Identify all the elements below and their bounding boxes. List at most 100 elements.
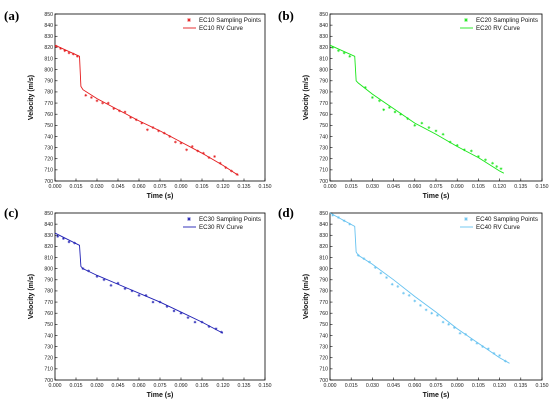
y-tick-label: 770: [319, 300, 328, 306]
sampling-point: [67, 51, 71, 55]
x-tick-label: 0.075: [154, 383, 167, 389]
sampling-point: [368, 260, 371, 264]
y-tick-label: 830: [44, 34, 53, 40]
sampling-point: [390, 282, 394, 286]
chart-panel-c: (c) 700 710 720 730 740 750 760 770 780 790 800 810 8…: [4, 205, 272, 399]
plot-frame: [329, 13, 543, 182]
sampling-point: [477, 155, 480, 158]
y-tick-label: 770: [319, 101, 328, 107]
panel-label: (d): [278, 205, 294, 220]
y-tick-label: 830: [44, 233, 53, 239]
sampling-point: [399, 112, 403, 116]
sampling-point: [109, 283, 113, 287]
sampling-point: [196, 149, 200, 153]
x-tick-label: 0.060: [133, 383, 146, 389]
sampling-point: [413, 123, 417, 127]
y-tick-label: 710: [319, 367, 328, 373]
sampling-point: [342, 219, 346, 223]
sampling-point: [55, 44, 58, 48]
y-tick-label: 840: [44, 23, 53, 29]
sampling-point: [62, 237, 65, 241]
y-tick-label: 730: [44, 145, 53, 151]
sampling-point: [348, 222, 352, 226]
x-tick-label: 0.135: [238, 184, 251, 190]
sampling-point: [146, 128, 149, 132]
sampling-point: [137, 293, 141, 297]
y-tick-label: 820: [319, 244, 328, 250]
chart-panel-d: (d) 700 710 720 730 740 750 760 770 780 790 800 810 8…: [278, 205, 549, 399]
sampling-point: [193, 320, 197, 324]
y-tick-label: 750: [44, 123, 53, 129]
x-axis-label: Time (s): [423, 392, 450, 399]
x-tick-label: 0.150: [259, 383, 272, 389]
sampling-point: [172, 309, 176, 313]
y-tick-label: 750: [44, 322, 53, 328]
x-tick-label: 0.150: [536, 184, 549, 190]
panel-label: (b): [278, 8, 294, 23]
sampling-point: [348, 54, 352, 58]
y-tick-label: 840: [319, 222, 328, 228]
y-tick-label: 700: [319, 179, 328, 185]
x-axis-label: Time (s): [147, 193, 174, 200]
sampling-point: [235, 172, 239, 176]
sampling-point: [419, 304, 422, 307]
x-tick-label: 0.060: [408, 383, 421, 389]
y-tick-label: 730: [319, 145, 328, 151]
x-tick-label: 0.060: [133, 184, 146, 190]
x-tick-label: 0.045: [387, 383, 400, 389]
sampling-point: [190, 145, 194, 148]
y-tick-label: 780: [319, 90, 328, 96]
sampling-point: [406, 117, 410, 121]
sampling-point: [469, 149, 473, 153]
sampling-point: [112, 107, 116, 111]
chart-panel-a: (a) 700 710 720 730 740 750 760 770 780 790 800 810 8…: [4, 8, 272, 200]
x-tick-label: 0.075: [154, 184, 167, 190]
sampling-point: [385, 276, 388, 279]
sampling-point: [59, 47, 62, 50]
y-tick-label: 710: [44, 168, 53, 174]
sampling-point: [379, 271, 383, 275]
y-tick-label: 830: [319, 34, 328, 40]
sampling-point: [455, 143, 459, 147]
y-tick-label: 800: [319, 67, 328, 73]
y-tick-label: 810: [44, 255, 53, 261]
y-tick-label: 720: [44, 157, 53, 163]
sampling-point: [218, 161, 222, 165]
y-tick-label: 810: [44, 56, 53, 62]
y-axis-label: Velocity (m/s): [28, 75, 35, 120]
x-tick-label: 0.135: [514, 383, 527, 389]
y-tick-label: 770: [44, 101, 53, 107]
sampling-point: [63, 49, 67, 53]
x-tick-label: 0.105: [472, 383, 485, 389]
sampling-point: [499, 167, 503, 171]
sampling-point: [363, 86, 367, 89]
x-tick-label: 0.075: [430, 184, 443, 190]
sampling-point: [56, 234, 60, 238]
panel-label: (a): [4, 8, 19, 23]
y-tick-label: 800: [44, 266, 53, 272]
y-tick-label: 720: [319, 157, 328, 163]
x-tick-label: 0.000: [49, 184, 62, 190]
x-tick-label: 0.045: [112, 383, 125, 389]
sampling-point: [464, 332, 468, 336]
sampling-point: [503, 359, 507, 363]
sampling-point: [396, 285, 400, 288]
sampling-point: [230, 169, 233, 173]
sampling-point: [214, 327, 218, 331]
legend-marker-points: [464, 217, 468, 221]
sampling-point: [186, 316, 190, 320]
sampling-point: [220, 330, 223, 334]
sampling-point: [95, 275, 99, 278]
plot-frame: [54, 13, 266, 182]
legend-label-line: EC10 RV Curve: [199, 25, 243, 32]
y-tick-label: 760: [44, 311, 53, 317]
sampling-point: [151, 300, 155, 304]
sampling-point: [387, 106, 391, 109]
x-tick-label: 0.060: [408, 184, 421, 190]
x-tick-label: 0.120: [493, 184, 506, 190]
plot-frame: [54, 212, 266, 381]
x-tick-label: 0.090: [175, 184, 188, 190]
sampling-point: [430, 311, 434, 315]
sampling-point: [484, 158, 487, 162]
x-tick-label: 0.090: [451, 184, 464, 190]
